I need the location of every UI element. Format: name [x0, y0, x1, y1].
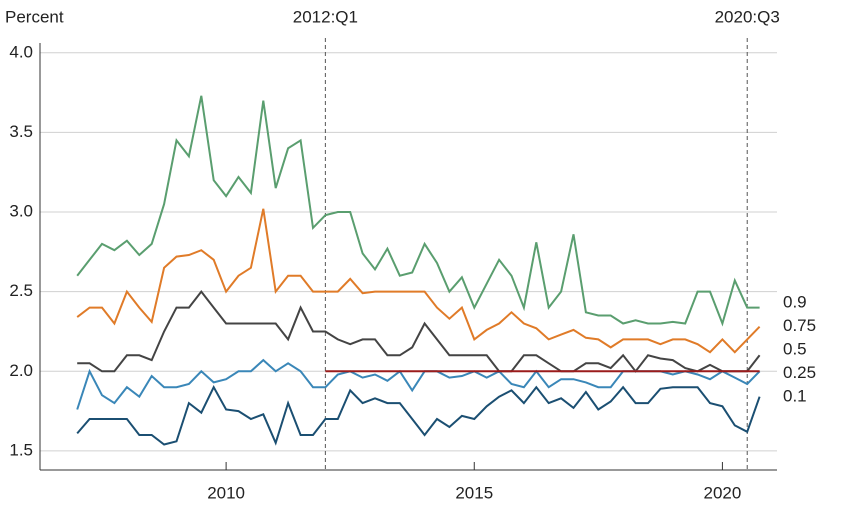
y-tick-label: 1.5 [9, 440, 33, 459]
x-tick-label: 2010 [207, 483, 245, 502]
series-line [76, 358, 761, 410]
y-tick-label: 2.0 [9, 361, 33, 380]
x-tick-label: 2015 [455, 483, 493, 502]
x-tick-label: 2020 [703, 483, 741, 502]
series-line [76, 95, 760, 327]
series-label: 0.5 [783, 339, 807, 358]
y-tick-label: 3.0 [9, 202, 33, 221]
annotation-label: 2020:Q3 [715, 7, 780, 26]
series-line [76, 385, 761, 446]
y-tick-label: 2.5 [9, 281, 33, 300]
y-tick-label: 3.5 [9, 122, 33, 141]
series-label: 0.75 [783, 316, 816, 335]
series-label: 0.9 [783, 292, 807, 311]
series-label: 0.25 [783, 363, 816, 382]
series-line [76, 208, 761, 354]
series-line [77, 289, 761, 373]
y-tick-label: 4.0 [9, 42, 33, 61]
y-axis-label: Percent [5, 7, 64, 26]
series-label: 0.1 [783, 386, 807, 405]
annotation-label: 2012:Q1 [293, 7, 358, 26]
